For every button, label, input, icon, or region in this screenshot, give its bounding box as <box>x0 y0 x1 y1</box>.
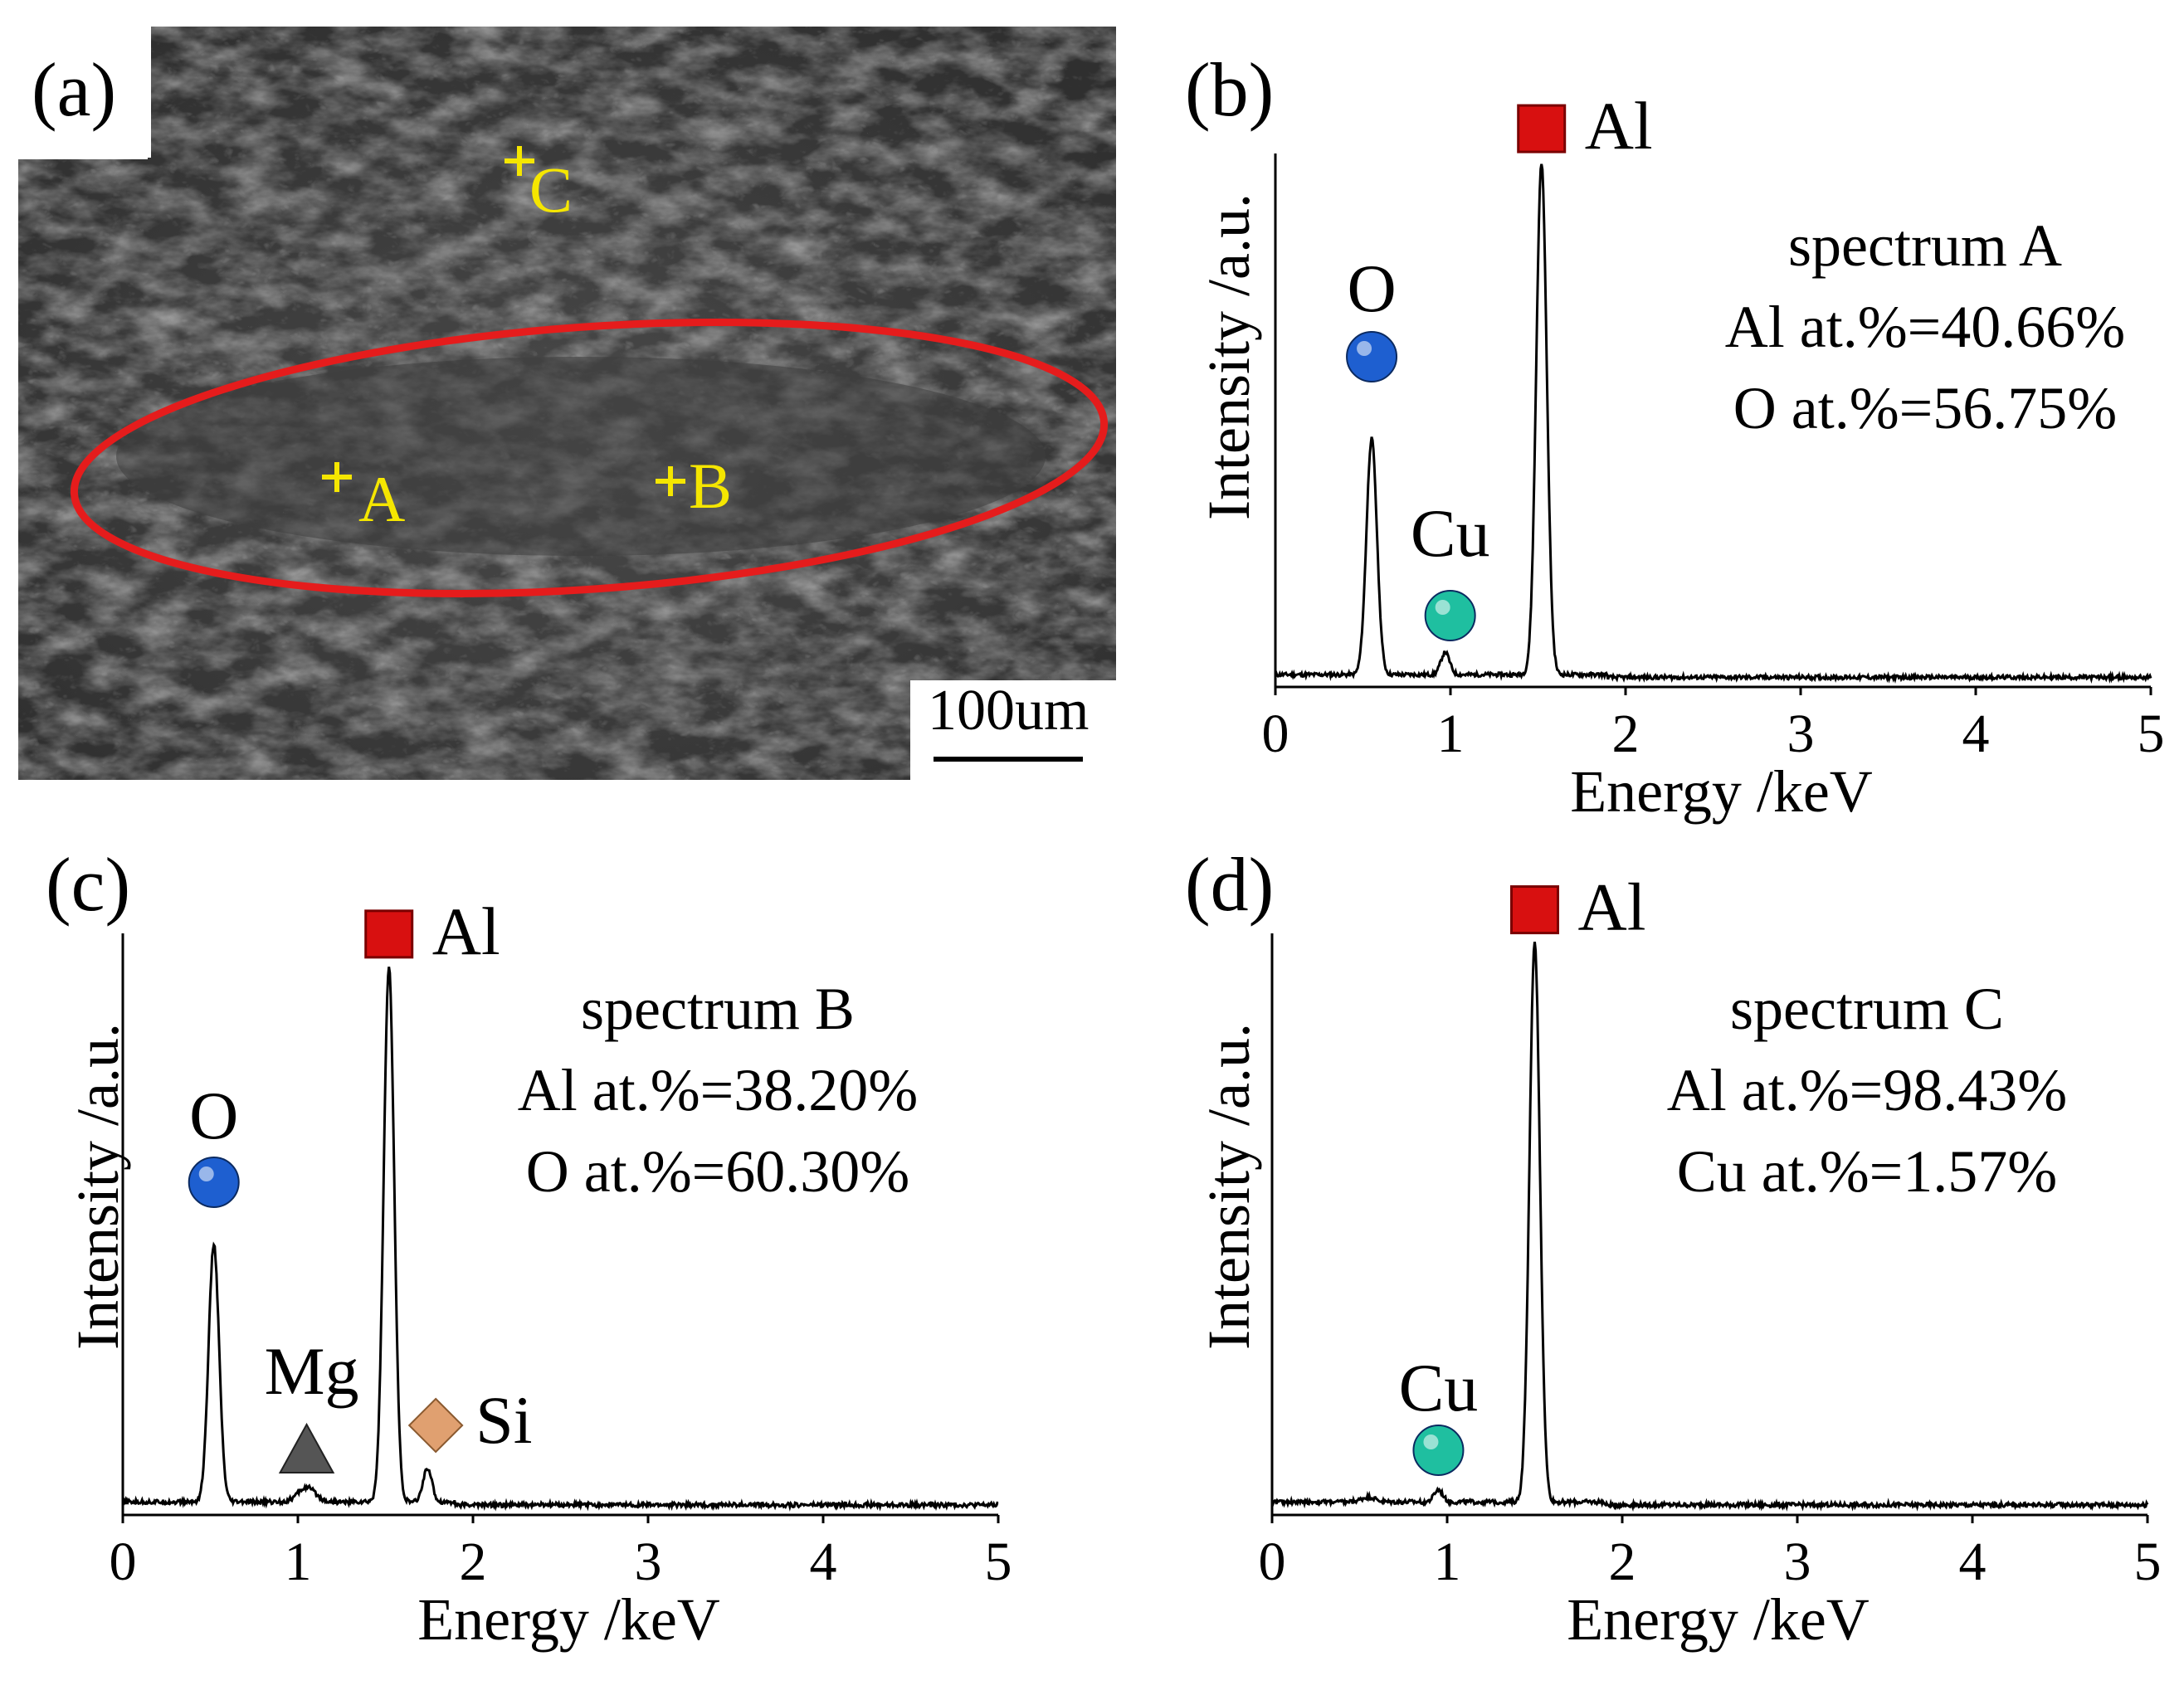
point-marker-c <box>505 146 534 176</box>
peak-label-al: Al <box>1578 869 1646 945</box>
peak-label-cu: Cu <box>1411 495 1490 571</box>
spectrum-line <box>121 967 999 1512</box>
marker-highlight <box>1423 1434 1439 1449</box>
y-axis-title: Intensity /a.u. <box>1196 1023 1262 1350</box>
x-tick-label: 2 <box>1609 1532 1636 1592</box>
x-axis-title: Energy /keV <box>417 1586 720 1653</box>
y-axis-title: Intensity /a.u. <box>65 1023 131 1350</box>
composition-text: Cu at.%=1.57% <box>1677 1138 2058 1205</box>
x-tick-label: 4 <box>810 1532 837 1592</box>
x-axis-title: Energy /keV <box>1567 1586 1870 1653</box>
point-label-c: C <box>529 153 573 226</box>
spectrum-line <box>1274 163 2152 684</box>
cu-marker-icon <box>1412 1425 1465 1476</box>
peak-label-cu: Cu <box>1399 1350 1479 1425</box>
composition-text: O at.%=56.75% <box>1733 375 2118 441</box>
y-axis-title: Intensity /a.u. <box>1196 193 1262 520</box>
x-tick-label: 3 <box>1787 704 1815 764</box>
point-marker-a <box>322 462 352 492</box>
spectrum-title: spectrum C <box>1730 976 2004 1042</box>
x-tick-label: 0 <box>1262 704 1289 764</box>
point-label-a: A <box>358 463 405 535</box>
x-tick-label: 0 <box>1259 1532 1286 1592</box>
peak-label-al: Al <box>432 894 500 969</box>
scale-bar-label: 100um <box>928 679 1090 743</box>
x-tick-label: 5 <box>2138 704 2165 764</box>
panel-label-a: (a) <box>32 47 117 132</box>
point-marker-b <box>656 466 685 496</box>
x-tick-label: 4 <box>1962 704 1990 764</box>
x-tick-label: 5 <box>985 1532 1012 1592</box>
x-axis-title: Energy /keV <box>1570 758 1873 825</box>
panel-a-label-box <box>18 25 151 158</box>
spectrum-title: spectrum A <box>1788 212 2062 279</box>
panel-label-d: (d) <box>1185 842 1275 927</box>
peak-label-o: O <box>1347 251 1396 326</box>
x-tick-label: 1 <box>285 1532 312 1592</box>
spectrum-title: spectrum B <box>581 976 855 1042</box>
composition-text: O at.%=60.30% <box>526 1138 910 1205</box>
panel-label-b: (b) <box>1185 47 1275 132</box>
marker-highlight <box>1435 600 1450 615</box>
al-marker-icon <box>1517 104 1567 153</box>
composition-text: Al at.%=40.66% <box>1725 294 2126 360</box>
x-tick-label: 2 <box>1612 704 1640 764</box>
x-tick-label: 1 <box>1434 1532 1461 1592</box>
composition-text: Al at.%=98.43% <box>1667 1057 2068 1123</box>
si-marker-icon <box>407 1397 464 1454</box>
panel-label-c: (c) <box>46 842 131 927</box>
scale-bar <box>934 757 1083 762</box>
x-tick-label: 3 <box>635 1532 662 1592</box>
peak-label-mg: Mg <box>265 1333 359 1409</box>
marker-highlight <box>198 1167 214 1181</box>
peak-label-si: Si <box>475 1382 532 1458</box>
x-tick-label: 2 <box>460 1532 487 1592</box>
al-marker-icon <box>1510 885 1559 935</box>
x-tick-label: 0 <box>110 1532 137 1592</box>
point-label-b: B <box>689 450 732 522</box>
peak-label-al: Al <box>1585 88 1653 163</box>
marker-highlight <box>1357 341 1372 356</box>
x-tick-label: 4 <box>1959 1532 1987 1592</box>
x-tick-label: 5 <box>2134 1532 2162 1592</box>
spectrum-line <box>1270 941 2149 1512</box>
composition-text: Al at.%=38.20% <box>518 1057 919 1123</box>
peak-label-o: O <box>189 1078 238 1153</box>
x-tick-label: 3 <box>1784 1532 1811 1592</box>
scale-bar-box <box>910 680 1118 780</box>
mg-marker-icon <box>278 1422 335 1473</box>
wear-region-outline <box>70 319 1109 597</box>
x-tick-label: 1 <box>1437 704 1465 764</box>
al-marker-icon <box>364 909 414 959</box>
